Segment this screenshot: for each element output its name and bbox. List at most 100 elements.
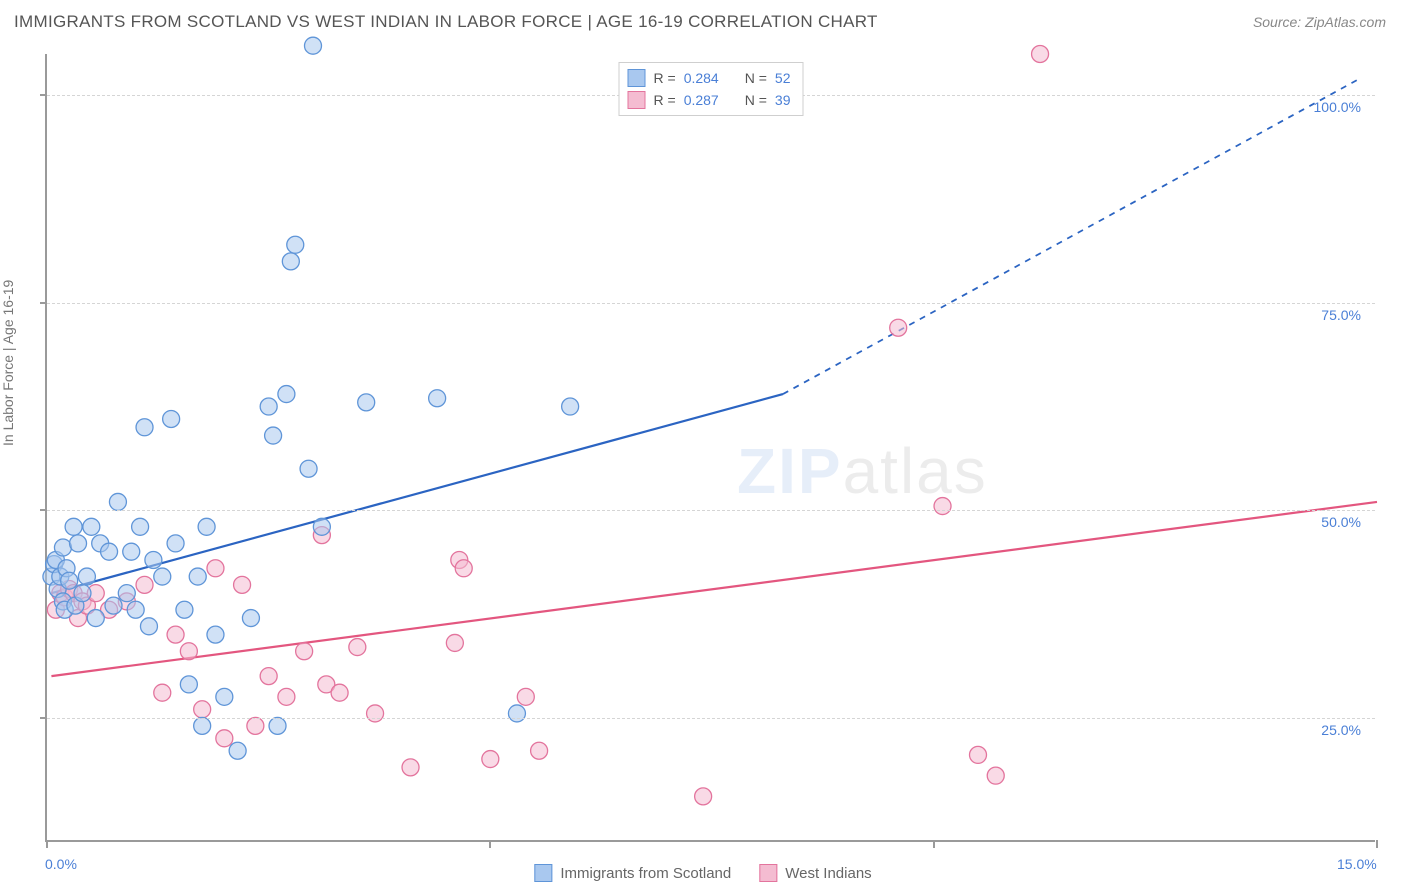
- scatter-point: [1032, 46, 1049, 63]
- scatter-point: [145, 551, 162, 568]
- ytick: [40, 509, 47, 511]
- legend-item-scotland: Immigrants from Scotland: [534, 864, 731, 882]
- scatter-point: [278, 386, 295, 403]
- ytick: [40, 302, 47, 304]
- scatter-point: [176, 601, 193, 618]
- scatter-point: [216, 688, 233, 705]
- n-value-scotland: 52: [775, 67, 791, 89]
- swatch-scotland: [628, 69, 646, 87]
- ytick: [40, 717, 47, 719]
- scatter-point: [118, 585, 135, 602]
- legend-row-scotland: R = 0.284 N = 52: [628, 67, 791, 89]
- gridline: [47, 510, 1375, 511]
- swatch-westindian-bottom: [759, 864, 777, 882]
- gridline: [47, 718, 1375, 719]
- scatter-point: [970, 746, 987, 763]
- r-value-scotland: 0.284: [684, 67, 719, 89]
- scatter-point: [136, 419, 153, 436]
- scatter-point: [987, 767, 1004, 784]
- swatch-scotland-bottom: [534, 864, 552, 882]
- scatter-point: [154, 568, 171, 585]
- scatter-point: [282, 253, 299, 270]
- trendline: [51, 502, 1377, 676]
- scatter-point: [446, 634, 463, 651]
- scatter-point: [349, 639, 366, 656]
- scatter-point: [105, 597, 122, 614]
- scatter-point: [247, 717, 264, 734]
- scatter-point: [695, 788, 712, 805]
- scatter-point: [70, 535, 87, 552]
- scatter-point: [198, 518, 215, 535]
- scatter-point: [78, 568, 95, 585]
- n-value-westindian: 39: [775, 89, 791, 111]
- scatter-point: [154, 684, 171, 701]
- scatter-point: [531, 742, 548, 759]
- scatter-point: [296, 643, 313, 660]
- scatter-point: [517, 688, 534, 705]
- xtick: [933, 840, 935, 848]
- scatter-point: [216, 730, 233, 747]
- scatter-point: [402, 759, 419, 776]
- source-label: Source: ZipAtlas.com: [1253, 14, 1386, 30]
- scatter-point: [61, 572, 78, 589]
- xtick-label: 15.0%: [1337, 856, 1377, 872]
- scatter-point: [109, 493, 126, 510]
- scatter-point: [260, 398, 277, 415]
- y-axis-title: In Labor Force | Age 16-19: [0, 280, 16, 446]
- scatter-point: [305, 37, 322, 54]
- scatter-point: [429, 390, 446, 407]
- scatter-point: [167, 535, 184, 552]
- xtick: [46, 840, 48, 848]
- scatter-point: [194, 717, 211, 734]
- scatter-point: [229, 742, 246, 759]
- scatter-point: [207, 626, 224, 643]
- series-legend: Immigrants from Scotland West Indians: [534, 864, 871, 882]
- series-label-westindian: West Indians: [785, 865, 871, 882]
- scatter-point: [54, 539, 71, 556]
- correlation-legend: R = 0.284 N = 52 R = 0.287 N = 39: [619, 62, 804, 116]
- scatter-point: [180, 676, 197, 693]
- scatter-point: [260, 668, 277, 685]
- scatter-point: [278, 688, 295, 705]
- ytick-label: 75.0%: [1321, 307, 1361, 323]
- scatter-point: [331, 684, 348, 701]
- scatter-point: [269, 717, 286, 734]
- ytick-label: 25.0%: [1321, 722, 1361, 738]
- legend-item-westindian: West Indians: [759, 864, 871, 882]
- scatter-point: [74, 585, 91, 602]
- scatter-point: [163, 410, 180, 427]
- chart-title: IMMIGRANTS FROM SCOTLAND VS WEST INDIAN …: [14, 12, 878, 32]
- scatter-point: [562, 398, 579, 415]
- legend-row-westindian: R = 0.287 N = 39: [628, 89, 791, 111]
- scatter-point: [367, 705, 384, 722]
- ytick-label: 50.0%: [1321, 514, 1361, 530]
- scatter-point: [132, 518, 149, 535]
- scatter-point: [287, 236, 304, 253]
- scatter-point: [482, 751, 499, 768]
- swatch-westindian: [628, 91, 646, 109]
- xtick-label: 0.0%: [45, 856, 77, 872]
- ytick-label: 100.0%: [1314, 99, 1361, 115]
- scatter-point: [83, 518, 100, 535]
- scatter-point: [189, 568, 206, 585]
- scatter-point: [890, 319, 907, 336]
- scatter-point: [140, 618, 157, 635]
- gridline: [47, 303, 1375, 304]
- scatter-point: [167, 626, 184, 643]
- scatter-point: [300, 460, 317, 477]
- xtick: [489, 840, 491, 848]
- xtick: [1376, 840, 1378, 848]
- scatter-point: [358, 394, 375, 411]
- plot-area: 25.0%50.0%75.0%100.0% 0.0%15.0% ZIPatlas…: [45, 54, 1375, 842]
- scatter-point: [508, 705, 525, 722]
- scatter-point: [234, 576, 251, 593]
- r-value-westindian: 0.287: [684, 89, 719, 111]
- ytick: [40, 94, 47, 96]
- scatter-point: [136, 576, 153, 593]
- scatter-point: [87, 610, 104, 627]
- scatter-svg: [47, 54, 1377, 842]
- scatter-point: [934, 498, 951, 515]
- scatter-point: [265, 427, 282, 444]
- scatter-point: [123, 543, 140, 560]
- scatter-point: [207, 560, 224, 577]
